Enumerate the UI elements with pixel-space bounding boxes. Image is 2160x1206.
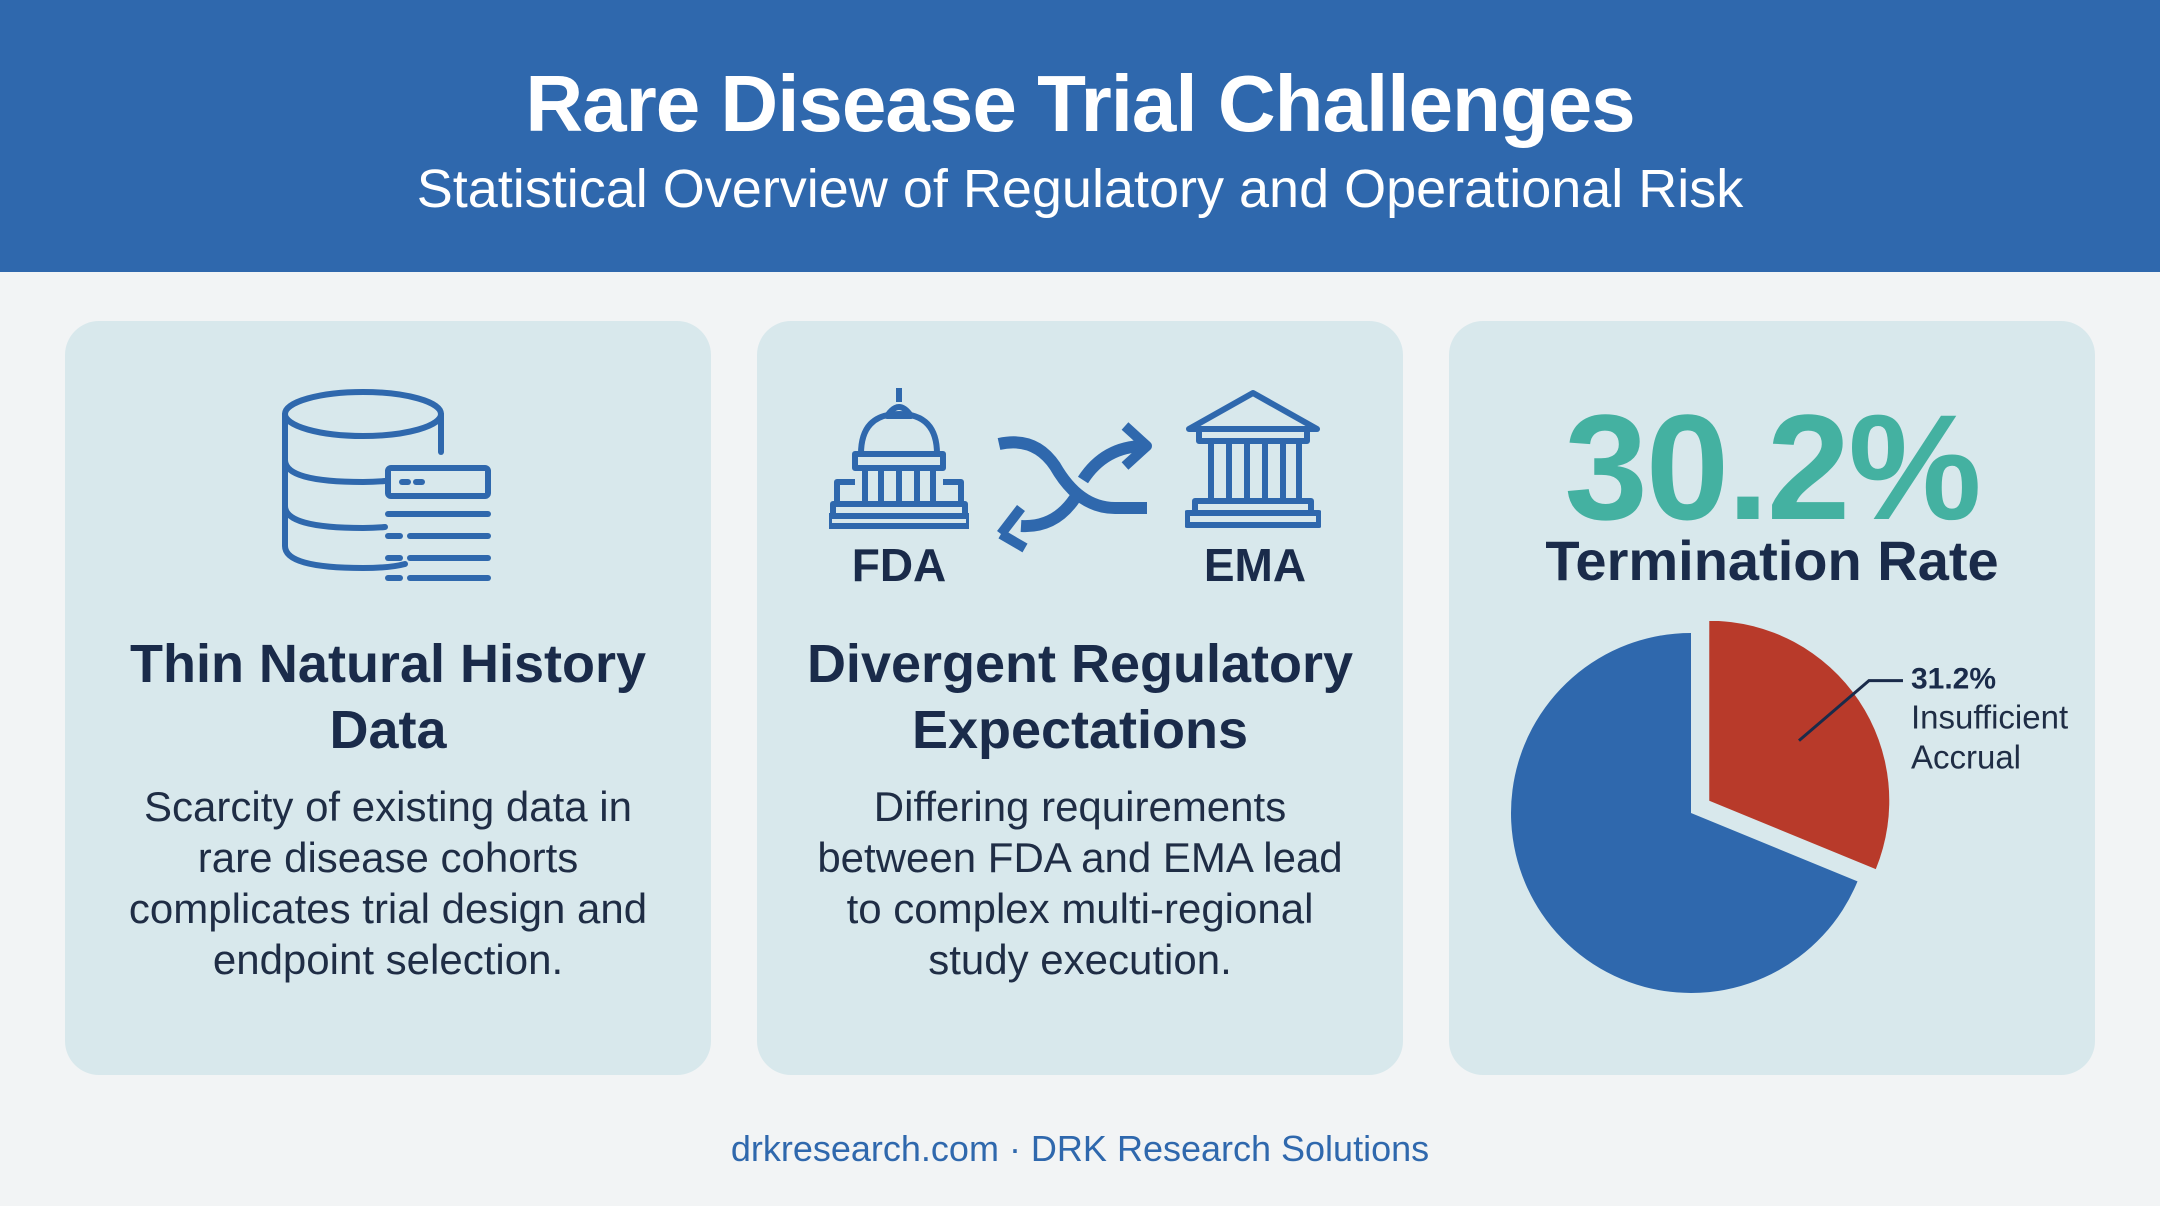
- card-regulatory: FDA EMA Divergent Regulatory Expectation…: [757, 321, 1403, 1075]
- page-title: Rare Disease Trial Challenges: [525, 59, 1635, 148]
- fda-label: FDA: [851, 539, 947, 591]
- pie-slice-category-label: Accrual: [1911, 739, 2021, 776]
- card-natural-history: Thin Natural History Data Scarcity of ex…: [65, 321, 711, 1075]
- termination-rate-value: 30.2%: [1564, 383, 1981, 551]
- pie-callout-leader: [1798, 679, 1903, 742]
- pie-slice-category-label: Insufficient: [1911, 699, 2068, 736]
- pie-slice: [1511, 633, 1858, 993]
- card-termination-rate: 30.2% Termination Rate 31.2% Insufficient…: [1449, 321, 2095, 1075]
- capitol-icon: [829, 388, 969, 529]
- ema-label: EMA: [1203, 539, 1307, 591]
- database-document-icon: [282, 389, 491, 581]
- card-title: Divergent Regulatory Expectations: [806, 634, 1354, 760]
- termination-rate-label: Termination Rate: [1545, 529, 1999, 592]
- pie-slice: [1709, 621, 1890, 870]
- bank-building-icon: [1185, 390, 1321, 528]
- footer-credit: drkresearch.com · DRK Research Solutions: [730, 1128, 1430, 1169]
- card-description: Scarcity of existing data in rare diseas…: [128, 783, 648, 983]
- swap-arrows-icon: [997, 422, 1152, 553]
- page-subtitle: Statistical Overview of Regulatory and O…: [416, 159, 1744, 219]
- card-description: Differing requirements between FDA and E…: [817, 783, 1343, 983]
- header-banner: Rare Disease Trial Challenges Statistica…: [0, 0, 2160, 272]
- card-title: Thin Natural History Data: [129, 634, 647, 760]
- pie-slice-value-label: 31.2%: [1911, 663, 1996, 696]
